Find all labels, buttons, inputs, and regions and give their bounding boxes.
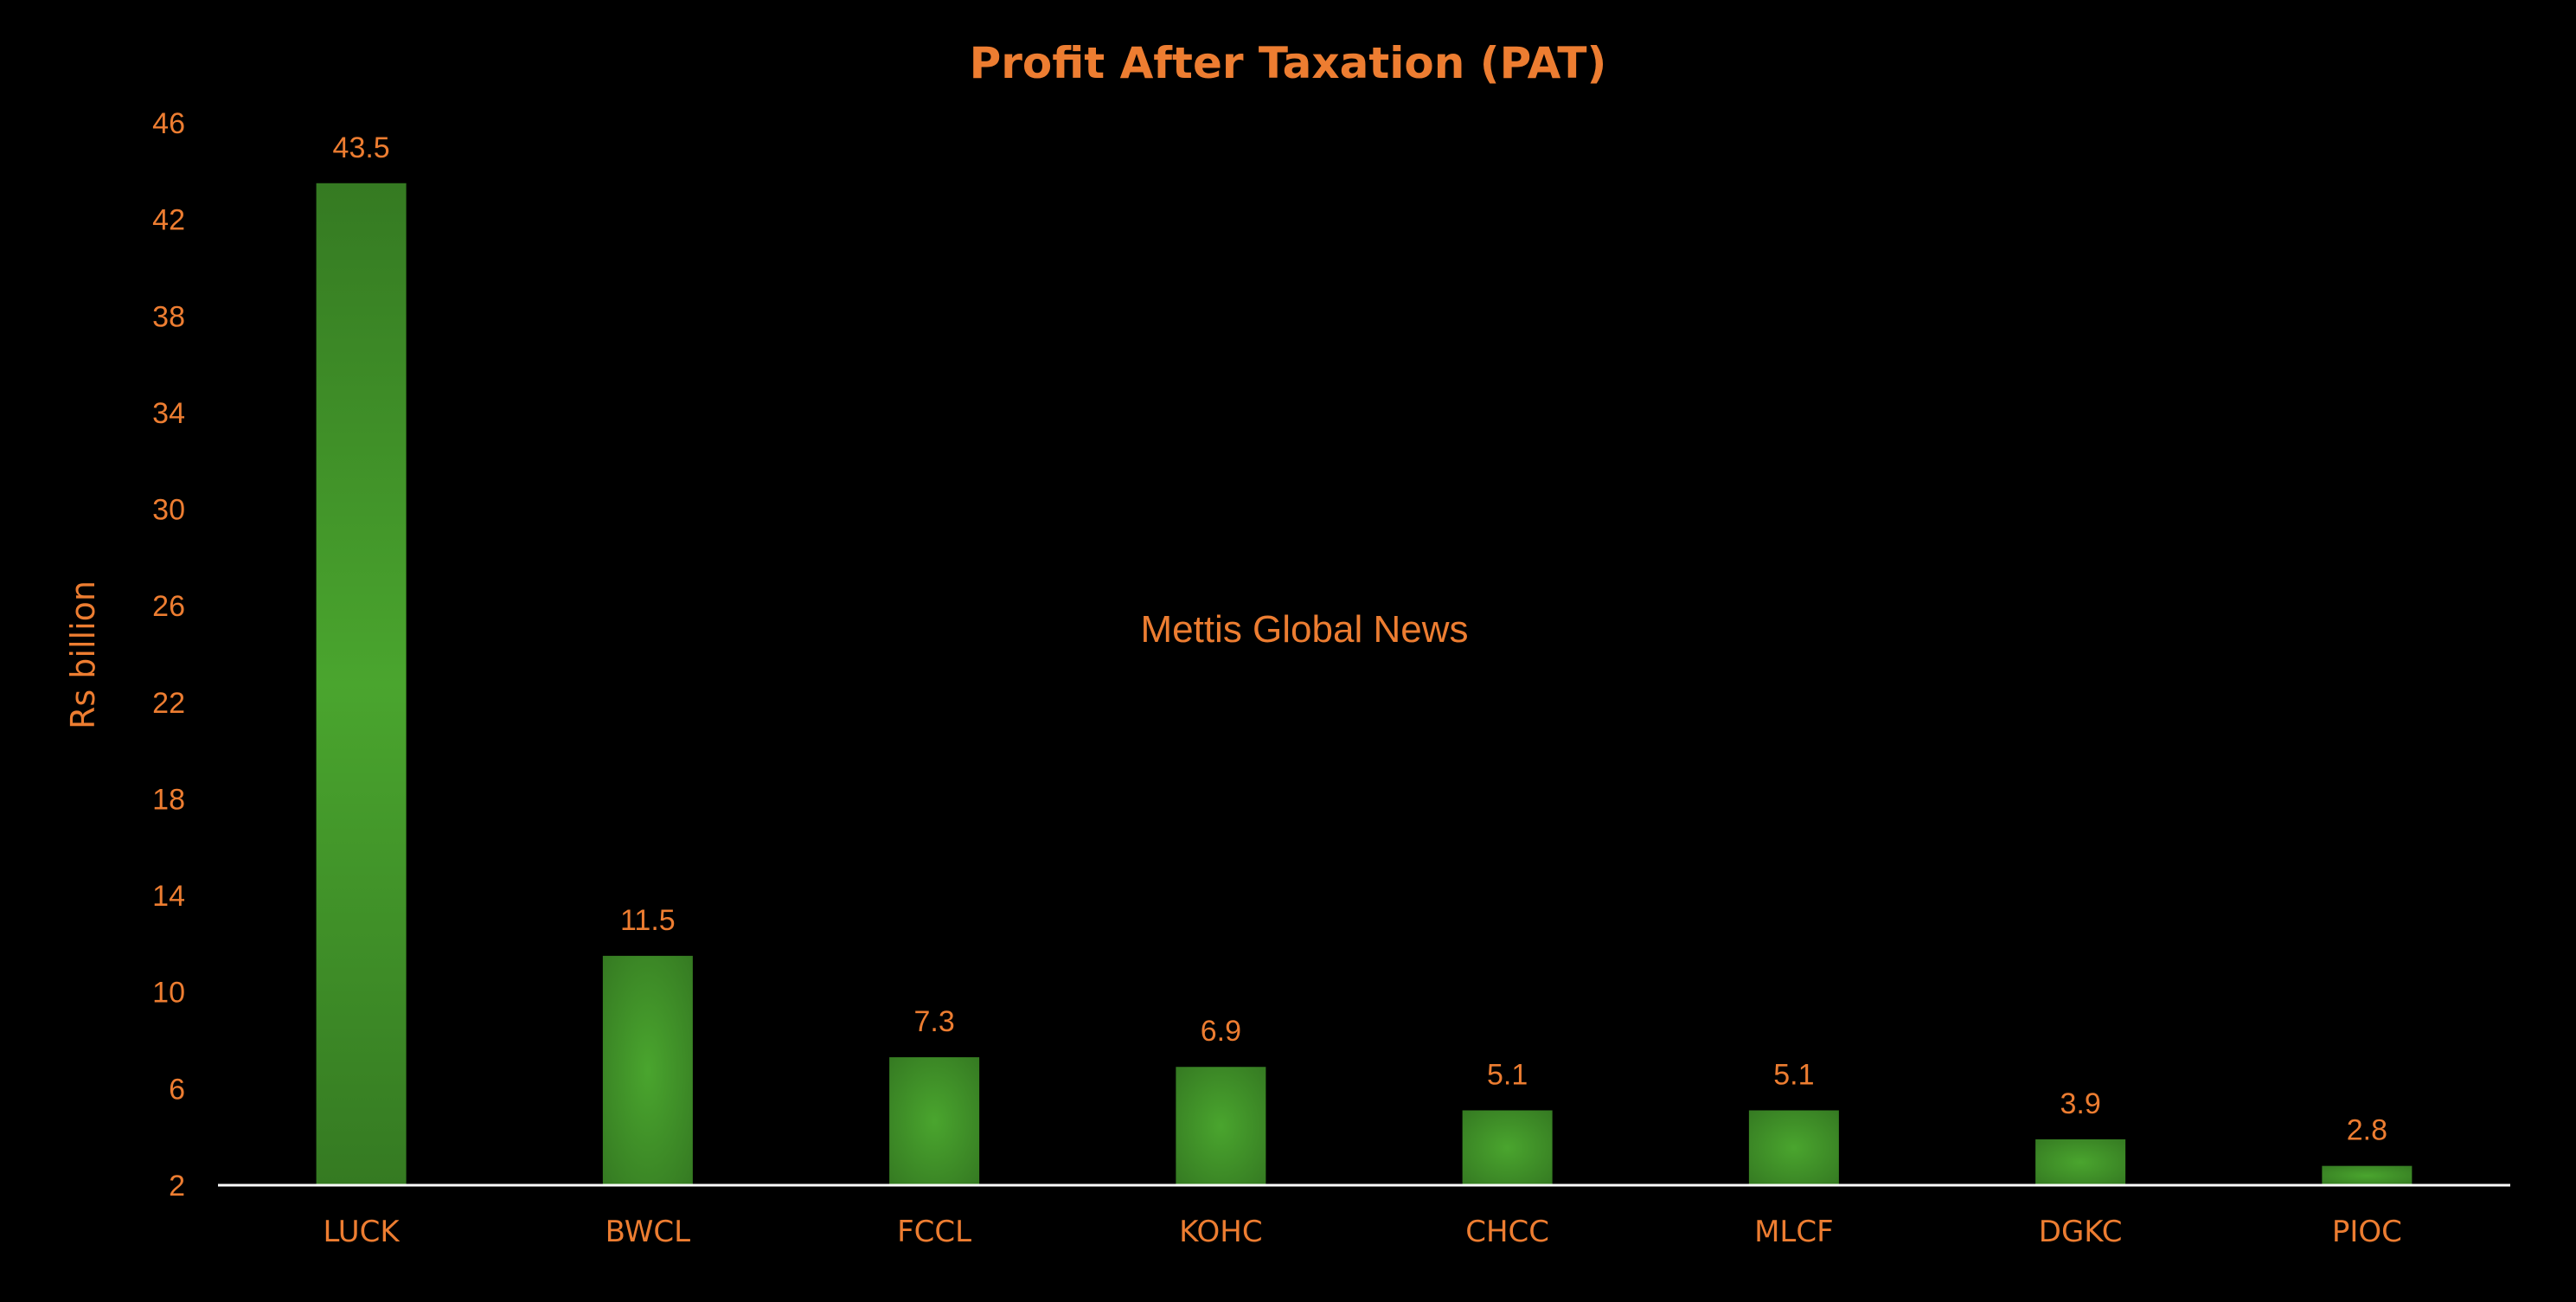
x-tick-label: DGKC — [2039, 1215, 2123, 1249]
y-tick-label: 38 — [152, 300, 185, 333]
y-tick-label: 22 — [152, 687, 185, 720]
x-tick-label: MLCF — [1754, 1215, 1834, 1249]
bar-fccl — [889, 1057, 980, 1185]
x-tick-label: FCCL — [897, 1215, 971, 1249]
data-label: 11.5 — [620, 904, 676, 937]
bars — [316, 183, 2413, 1186]
x-tick-label: PIOC — [2332, 1215, 2402, 1249]
x-tick-label: CHCC — [1465, 1215, 1549, 1249]
y-tick-label: 18 — [152, 783, 185, 816]
watermark: Mettis Global News — [1140, 608, 1468, 651]
data-label: 2.8 — [2347, 1114, 2387, 1147]
y-tick-label: 2 — [169, 1170, 185, 1203]
bar-dgkc — [2035, 1138, 2126, 1185]
y-tick-label: 30 — [152, 494, 185, 527]
y-tick-label: 14 — [152, 880, 185, 913]
data-label: 6.9 — [1201, 1015, 1241, 1048]
y-tick-label: 46 — [152, 107, 185, 140]
data-label: 5.1 — [1487, 1058, 1528, 1091]
x-tick-label: LUCK — [324, 1215, 401, 1249]
data-label: 5.1 — [1773, 1058, 1814, 1091]
chart-title: Profit After Taxation (PAT) — [970, 38, 1607, 88]
data-label: 3.9 — [2060, 1087, 2100, 1120]
bar-luck — [316, 183, 407, 1186]
bar-bwcl — [602, 955, 693, 1185]
y-tick-label: 42 — [152, 204, 185, 237]
data-labels: 43.5 11.5 7.3 6.9 5.1 5.1 3.9 2.8 — [333, 131, 2387, 1147]
x-axis-categories: LUCK BWCL FCCL KOHC CHCC MLCF DGKC PIOC — [324, 1215, 2402, 1249]
y-tick-label: 10 — [152, 977, 185, 1010]
data-label: 43.5 — [333, 131, 390, 164]
bar-mlcf — [1748, 1110, 1839, 1185]
data-label: 7.3 — [913, 1005, 954, 1038]
x-tick-label: BWCL — [606, 1215, 690, 1249]
x-tick-label: KOHC — [1179, 1215, 1263, 1249]
y-tick-label: 6 — [169, 1073, 185, 1106]
bar-chcc — [1462, 1110, 1553, 1185]
y-axis-label: Rs billion — [64, 580, 102, 729]
y-tick-label: 26 — [152, 590, 185, 623]
y-tick-label: 34 — [152, 397, 185, 430]
bar-pioc — [2322, 1165, 2413, 1185]
bar-kohc — [1176, 1067, 1266, 1185]
